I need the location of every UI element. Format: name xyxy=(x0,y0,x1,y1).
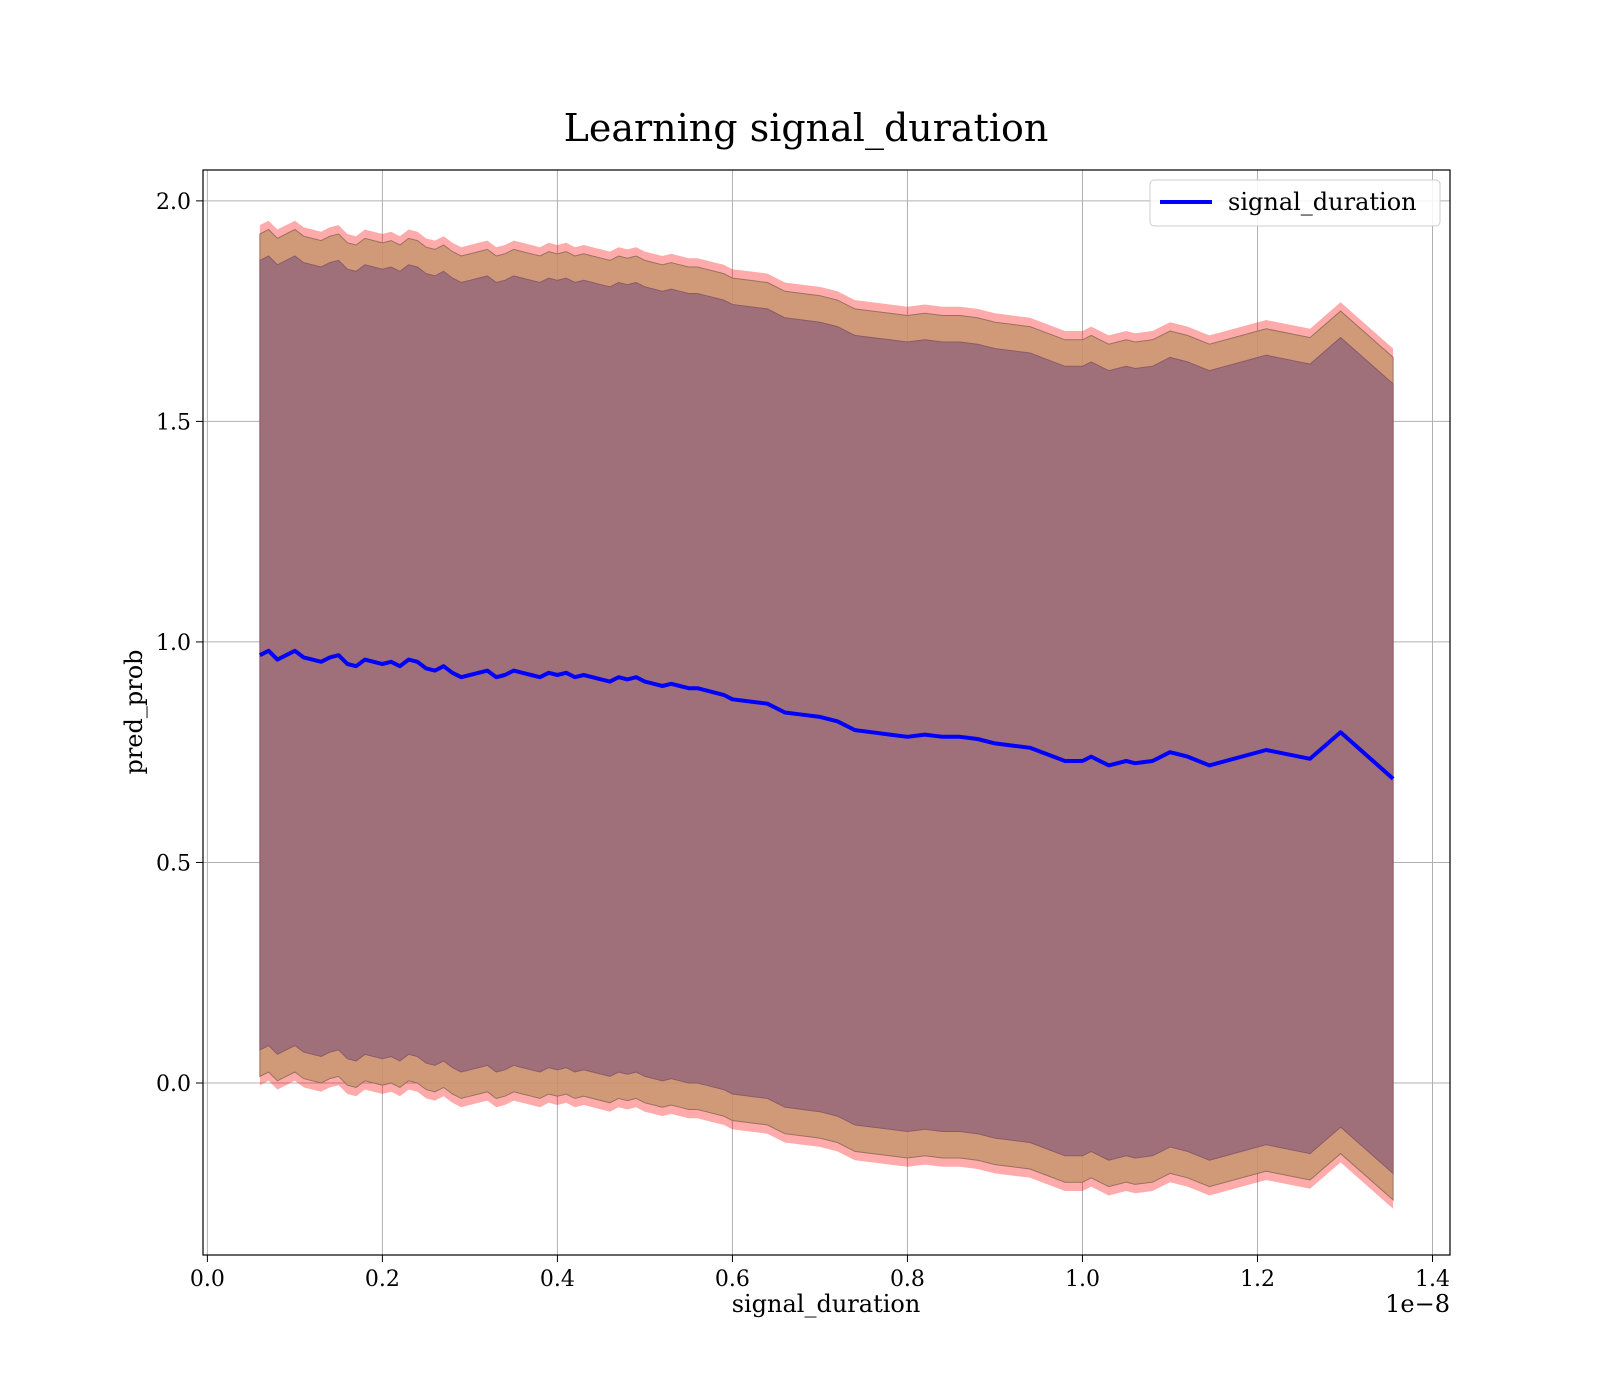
y-tick-label: 0.0 xyxy=(156,1072,191,1097)
y-tick-label: 1.5 xyxy=(156,410,191,435)
x-tick-label: 1.4 xyxy=(1415,1267,1450,1292)
plot-frame xyxy=(202,169,1451,1256)
x-tick-label: 0.6 xyxy=(715,1267,750,1292)
error-bands xyxy=(259,220,1394,1209)
y-tick-label: 1.0 xyxy=(156,631,191,656)
x-tick-label: 0.0 xyxy=(190,1267,225,1292)
y-tick-label: 0.5 xyxy=(156,851,191,876)
y-tick-label: 2.0 xyxy=(156,190,191,215)
x-tick-label: 0.8 xyxy=(890,1267,925,1292)
x-tick-label: 1.0 xyxy=(1065,1267,1100,1292)
chart-title: Learning signal_duration xyxy=(564,106,1049,151)
x-axis: 0.0 0.2 0.4 0.6 0.8 1.0 1.2 1.4 xyxy=(190,1255,1450,1292)
series-lines xyxy=(258,648,1395,781)
legend-entry-label: signal_duration xyxy=(1228,188,1417,216)
legend-box xyxy=(1149,179,1441,227)
x-axis-label: signal_duration xyxy=(732,1290,921,1318)
x-tick-label: 1.2 xyxy=(1240,1267,1275,1292)
series-line-signal-duration xyxy=(258,648,1395,781)
x-tick-label: 0.2 xyxy=(365,1267,400,1292)
legend: signal_duration xyxy=(1149,179,1441,227)
inner-error-band xyxy=(259,255,1394,1175)
x-tick-label: 0.4 xyxy=(540,1267,575,1292)
y-axis-label: pred_prob xyxy=(120,649,148,774)
x-axis-offset-label: 1e−8 xyxy=(1385,1290,1450,1318)
y-axis: 0.0 0.5 1.0 1.5 2.0 xyxy=(156,190,203,1097)
